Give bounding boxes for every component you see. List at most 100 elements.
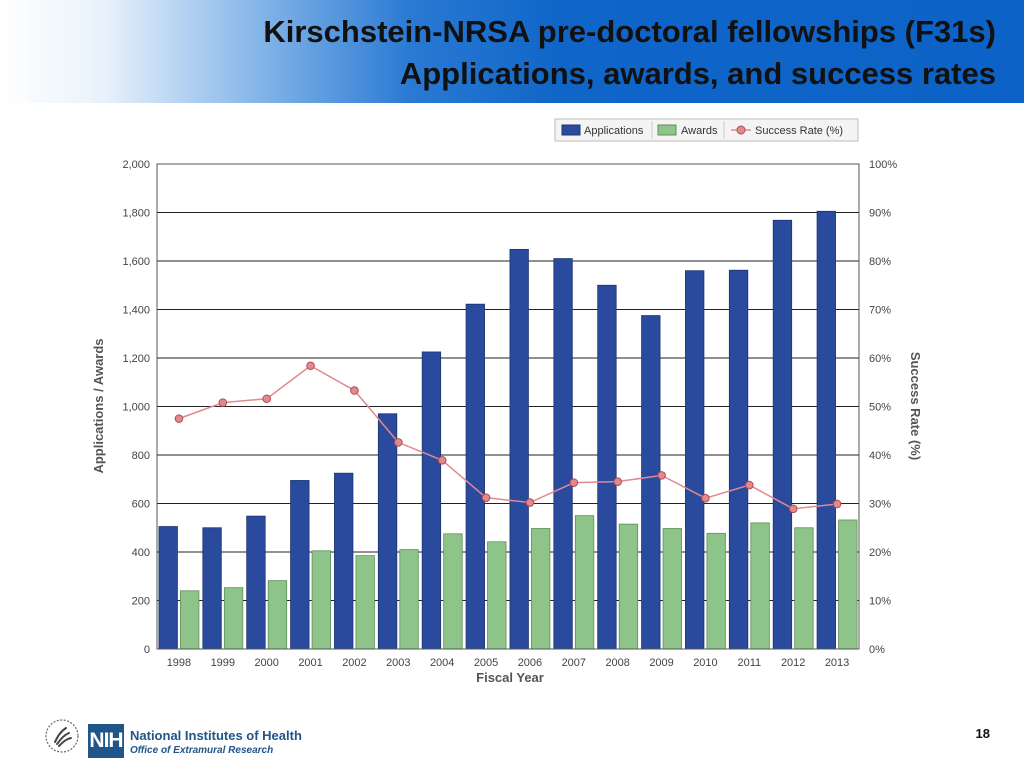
- point-success-rate: [394, 438, 403, 447]
- bar-awards: [750, 522, 770, 650]
- y-tick-label: 200: [132, 596, 150, 608]
- y-tick-label: 800: [132, 450, 150, 462]
- y-tick-label: 0: [144, 644, 150, 656]
- x-tick-label: 1999: [211, 657, 235, 669]
- legend: Applications Awards Success Rate (%): [554, 118, 859, 142]
- y-tick-label: 1,000: [122, 402, 150, 414]
- y2-tick-label: 10%: [869, 596, 891, 608]
- y-tick-label: 1,800: [122, 208, 150, 220]
- x-tick-label: 2013: [825, 657, 849, 669]
- office-name: Office of Extramural Research: [130, 745, 274, 756]
- y2-tick-label: 80%: [869, 256, 891, 268]
- x-tick-label: 2012: [781, 657, 805, 669]
- bar-awards: [399, 549, 419, 650]
- x-tick-label: 2001: [298, 657, 322, 669]
- bar-applications: [597, 284, 617, 650]
- x-tick-label: 2005: [474, 657, 498, 669]
- bar-applications: [290, 480, 310, 650]
- point-success-rate: [262, 394, 271, 404]
- bar-awards: [180, 590, 200, 650]
- left-axis-ticks: 0 200 400 600 800 1,000 1,200 1,400 1,600 1,800 2,…: [122, 159, 150, 656]
- bar-awards: [311, 550, 331, 650]
- x-tick-label: 1998: [167, 657, 191, 669]
- bar-applications: [334, 472, 354, 650]
- bar-awards: [838, 519, 858, 650]
- y-tick-label: 1,200: [122, 353, 150, 365]
- y-tick-label: 1,600: [122, 256, 150, 268]
- bar-awards: [223, 587, 244, 650]
- point-success-rate: [569, 478, 579, 487]
- y-tick-label: 2,000: [122, 159, 150, 171]
- y2-tick-label: 60%: [869, 353, 891, 365]
- bar-applications: [377, 413, 398, 650]
- bar-awards: [443, 533, 463, 650]
- legend-swatch-awards: [657, 124, 677, 136]
- y-axis-title: Applications / Awards: [91, 338, 106, 473]
- bar-applications: [246, 515, 266, 650]
- title-banner: Kirschstein-NRSA pre-doctoral fellowship…: [0, 0, 1024, 103]
- bar-awards: [531, 528, 551, 650]
- point-success-rate: [218, 398, 228, 407]
- bar-awards: [267, 580, 288, 650]
- bar-awards: [794, 527, 814, 650]
- legend-marker-success-rate: [736, 125, 746, 135]
- bar-applications: [202, 527, 222, 650]
- right-axis-ticks: 0% 10% 20% 30% 40% 50% 60% 70% 80% 90% 100%: [869, 159, 897, 656]
- bar-applications: [509, 248, 529, 650]
- org-name: National Institutes of Health: [130, 728, 302, 743]
- legend-frame: [554, 118, 859, 142]
- x-tick-label: 2010: [693, 657, 717, 669]
- page-number: 18: [975, 726, 990, 741]
- bar-awards: [662, 528, 682, 650]
- y2-axis-title: Success Rate (%): [908, 352, 923, 460]
- bar-applications: [772, 219, 793, 650]
- x-tick-label: 2007: [562, 657, 586, 669]
- legend-label-applications: Applications: [584, 125, 644, 137]
- slide-title: Kirschstein-NRSA pre-doctoral fellowship…: [263, 14, 996, 49]
- x-axis-ticks: 1998 1999 2000 2001 2002 2003 2004 2005 2006 2007…: [167, 657, 850, 669]
- bar-awards: [618, 523, 639, 650]
- bar-applications: [641, 315, 661, 650]
- bar-applications: [728, 269, 749, 650]
- y-tick-label: 400: [132, 547, 150, 559]
- y2-tick-label: 70%: [869, 305, 891, 317]
- hhs-seal-icon: [45, 719, 79, 753]
- x-tick-label: 2002: [342, 657, 366, 669]
- bar-applications: [816, 210, 836, 650]
- x-tick-label: 2009: [649, 657, 673, 669]
- combo-chart: 0 200 400 600 800 1,000 1,200 1,400 1,600 1,800 2,…: [91, 118, 923, 685]
- point-success-rate: [525, 498, 535, 507]
- point-success-rate: [657, 471, 666, 480]
- slide-footer: NIH National Institutes of Health Office…: [0, 700, 1024, 768]
- y2-tick-label: 0%: [869, 644, 885, 656]
- point-success-rate: [613, 477, 622, 486]
- success-rate-line: [174, 361, 842, 514]
- plot-frame: [156, 163, 860, 650]
- y-tick-label: 1,400: [122, 305, 150, 317]
- y2-tick-label: 90%: [869, 208, 891, 220]
- legend-label-success-rate: Success Rate (%): [755, 125, 843, 137]
- point-success-rate: [832, 499, 842, 509]
- legend-label-awards: Awards: [681, 125, 718, 137]
- bar-awards: [487, 541, 507, 650]
- y2-tick-label: 40%: [869, 450, 891, 462]
- y2-tick-label: 20%: [869, 547, 891, 559]
- y2-tick-label: 30%: [869, 499, 891, 511]
- point-success-rate: [350, 386, 359, 395]
- legend-swatch-applications: [561, 124, 581, 136]
- bar-applications: [421, 351, 442, 650]
- x-tick-label: 2004: [430, 657, 454, 669]
- x-tick-label: 2011: [737, 657, 761, 669]
- bar-applications: [685, 270, 705, 650]
- point-success-rate: [788, 504, 798, 514]
- x-tick-label: 2006: [518, 657, 542, 669]
- point-success-rate: [306, 361, 315, 371]
- bar-applications: [158, 526, 178, 650]
- nih-logo: NIH: [88, 724, 124, 758]
- bar-awards: [355, 555, 375, 650]
- x-tick-label: 2003: [386, 657, 410, 669]
- slide-subtitle: Applications, awards, and success rates: [399, 56, 996, 91]
- bar-awards: [574, 515, 595, 650]
- bar-applications: [465, 303, 485, 650]
- point-success-rate: [437, 456, 447, 465]
